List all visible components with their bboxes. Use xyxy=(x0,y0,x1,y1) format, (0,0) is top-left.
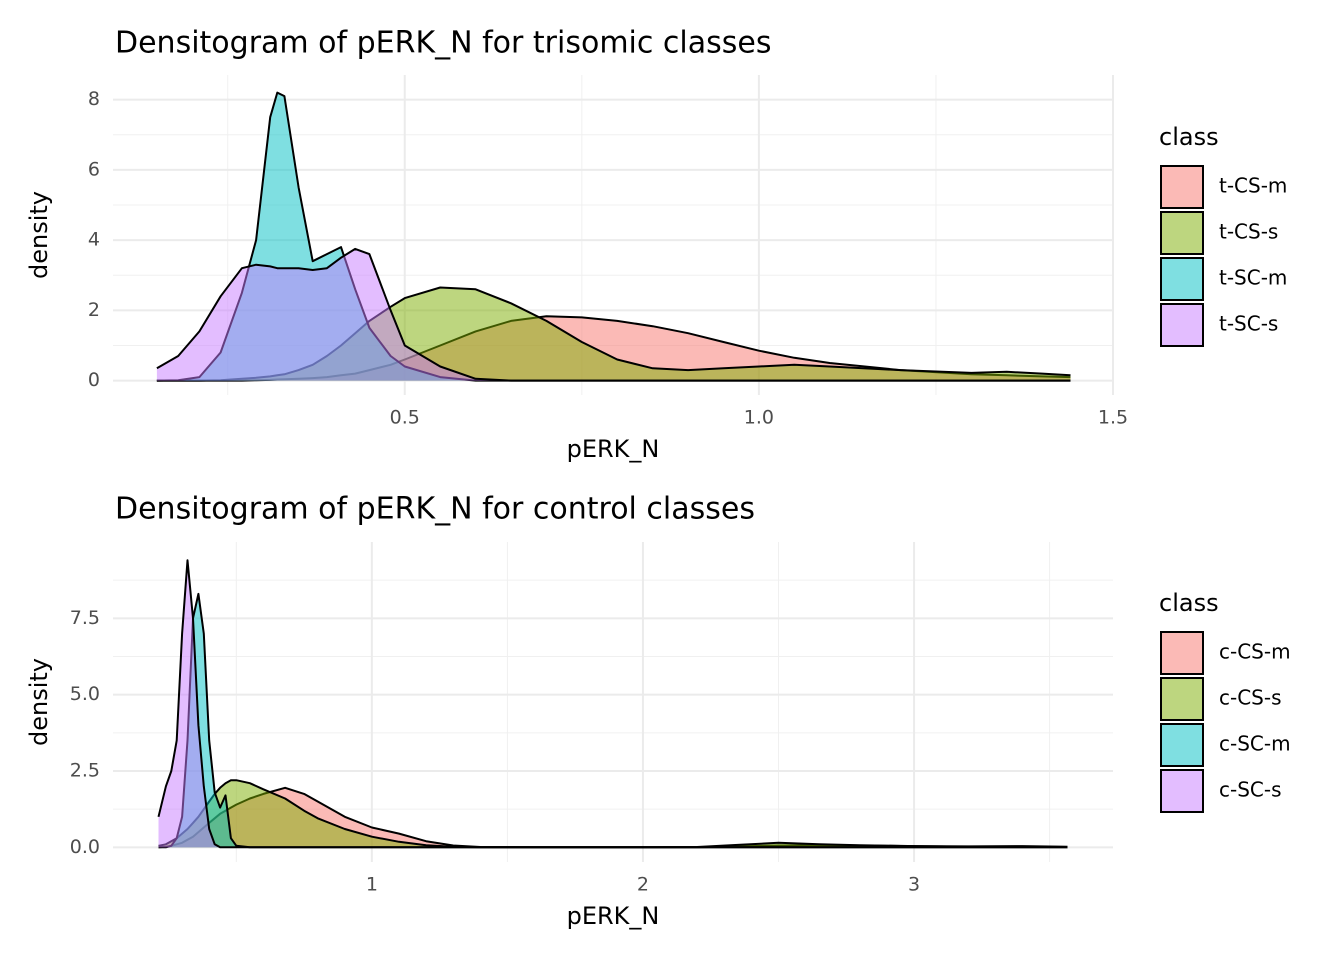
y-tick-label: 5.0 xyxy=(70,683,100,705)
legend-key xyxy=(1160,211,1204,255)
x-tick-label: 0.5 xyxy=(390,407,420,429)
density-area xyxy=(158,780,1068,848)
legend-title: class xyxy=(1159,589,1219,617)
legend-key xyxy=(1160,303,1204,347)
x-tick-label: 1.0 xyxy=(744,407,774,429)
x-tick-label: 3 xyxy=(908,874,920,896)
legend-key xyxy=(1160,769,1204,813)
y-tick-label: 0 xyxy=(88,369,100,391)
density-line xyxy=(157,559,1068,849)
legend-label: t-CS-s xyxy=(1219,220,1278,244)
x-axis-title: pERK_N xyxy=(567,435,660,463)
density-area xyxy=(156,248,1071,381)
y-tick-label: 7.5 xyxy=(70,607,100,629)
chart-panel: Densitogram of pERK_N for trisomic class… xyxy=(25,26,1287,464)
density-line xyxy=(156,247,1071,382)
y-axis-title: density xyxy=(25,658,53,746)
legend-key xyxy=(1160,257,1204,301)
chart-title: Densitogram of pERK_N for trisomic class… xyxy=(115,26,771,61)
x-tick-label: 2 xyxy=(637,874,649,896)
legend-label: c-CS-m xyxy=(1219,640,1291,664)
legend-key xyxy=(1160,631,1204,675)
y-tick-label: 6 xyxy=(88,158,100,180)
legend-label: t-CS-m xyxy=(1219,174,1287,198)
chart-title: Densitogram of pERK_N for control classe… xyxy=(115,492,755,527)
y-tick-label: 2.5 xyxy=(70,760,100,782)
y-tick-label: 2 xyxy=(88,299,100,321)
density-area xyxy=(158,787,1068,848)
legend-key xyxy=(1160,723,1204,767)
x-tick-label: 1.5 xyxy=(1098,407,1128,429)
legend-label: c-SC-s xyxy=(1219,778,1282,802)
y-axis-title: density xyxy=(25,191,53,279)
x-tick-label: 1 xyxy=(366,874,378,896)
legend-key xyxy=(1160,165,1204,209)
legend-label: t-SC-m xyxy=(1219,266,1287,290)
legend-key xyxy=(1160,677,1204,721)
y-tick-label: 0.0 xyxy=(70,836,100,858)
legend-label: c-SC-m xyxy=(1219,732,1291,756)
y-tick-label: 8 xyxy=(88,88,100,110)
x-axis-title: pERK_N xyxy=(567,902,660,930)
chart-panel: Densitogram of pERK_N for control classe… xyxy=(25,492,1291,931)
legend-label: c-CS-s xyxy=(1219,686,1282,710)
legend-label: t-SC-s xyxy=(1219,312,1278,336)
y-tick-label: 4 xyxy=(88,229,100,251)
legend-title: class xyxy=(1159,123,1219,151)
